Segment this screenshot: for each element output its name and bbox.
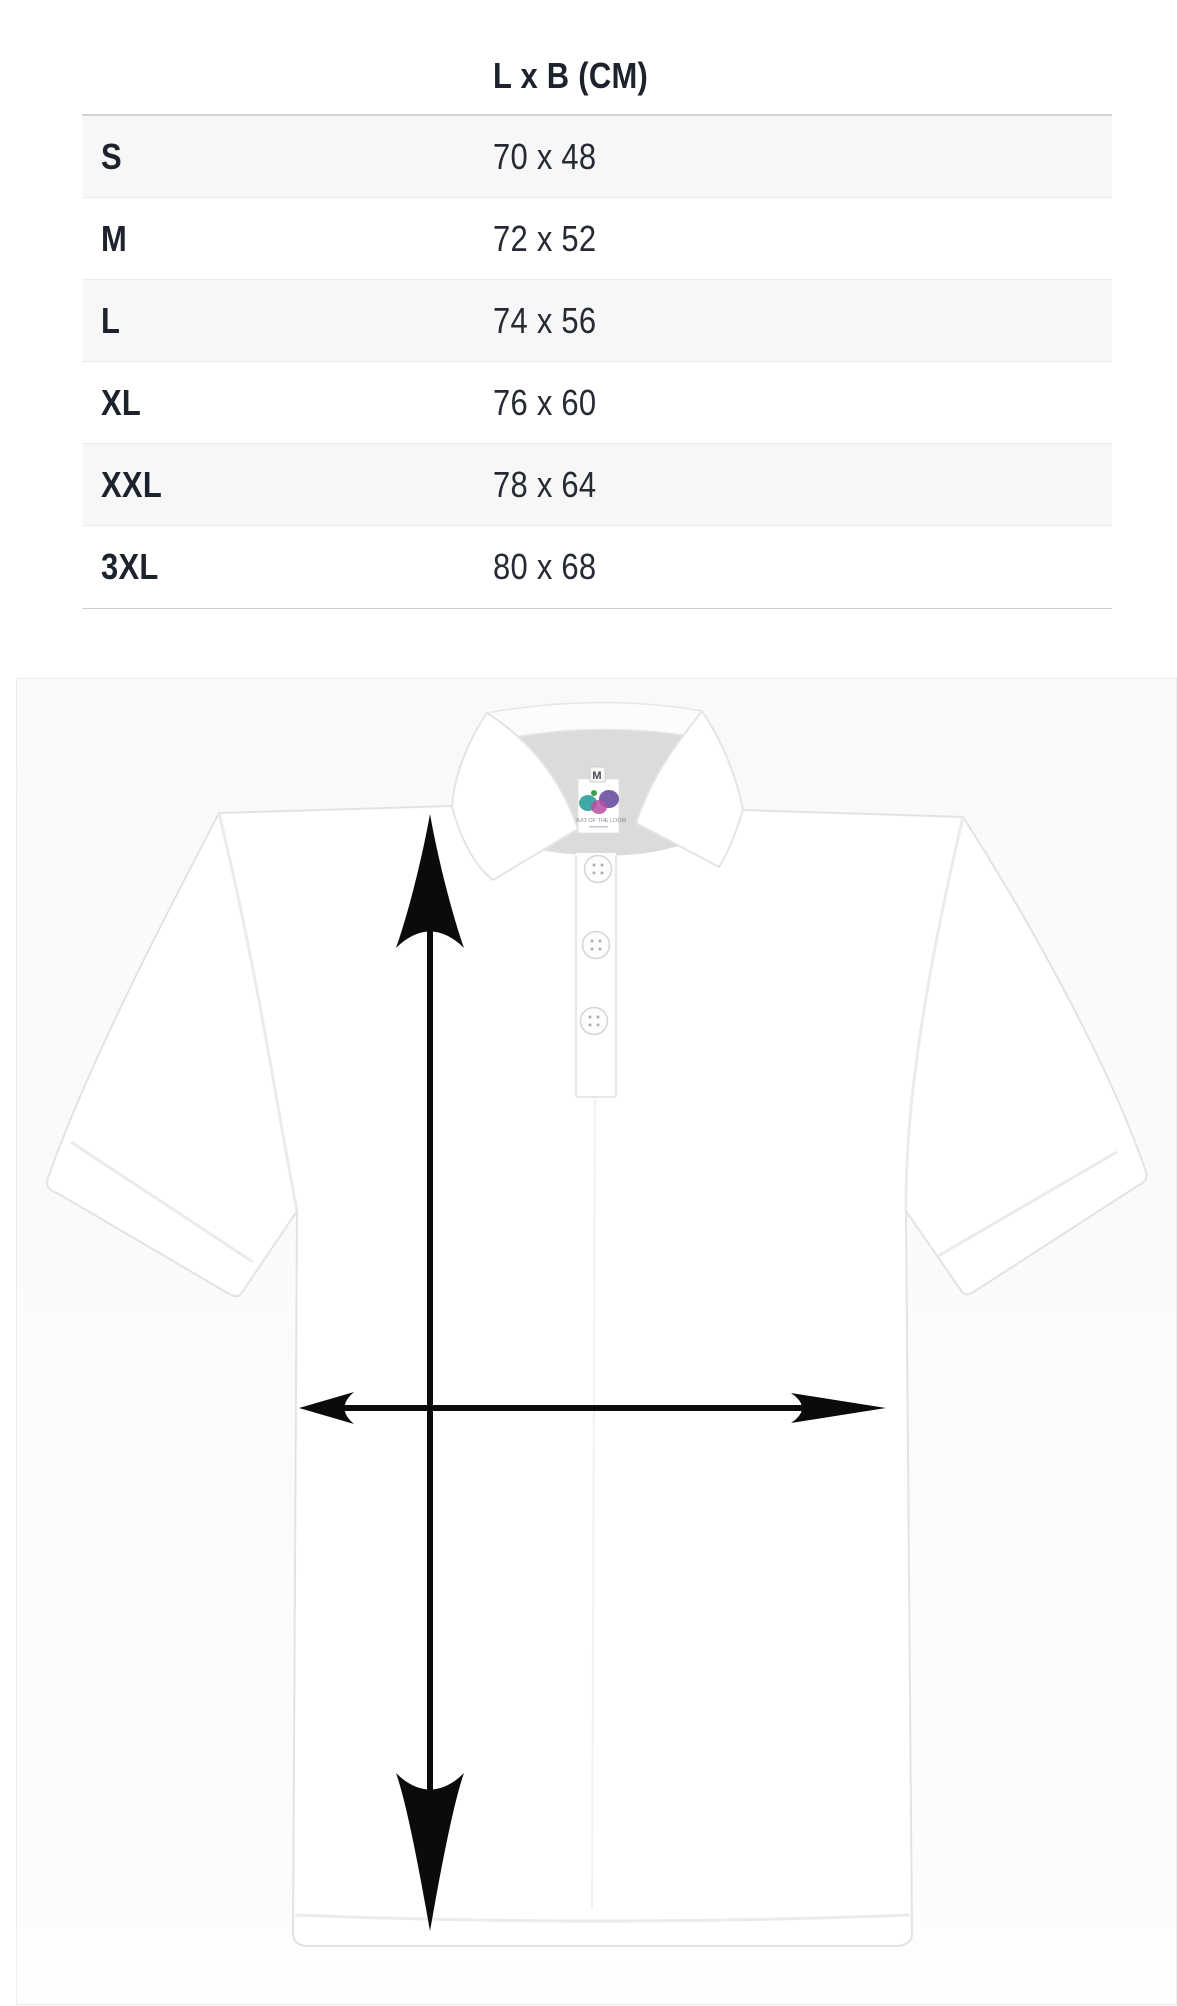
size-cell: S [101, 135, 122, 177]
table-row-l: L 74 x 56 [82, 280, 1112, 362]
table-row-3xl: 3XL 80 x 68 [82, 526, 1112, 608]
size-tag-box [589, 766, 606, 783]
product-photo: M FRUIT OF THE LOOM [16, 678, 1177, 2005]
label-sub-line [589, 826, 608, 828]
brand-label: M FRUIT OF THE LOOM [571, 766, 627, 834]
button [583, 854, 613, 884]
button [581, 930, 611, 960]
size-cell: XXL [101, 463, 162, 505]
collar [451, 701, 744, 881]
table-row-xl: XL 76 x 60 [82, 362, 1112, 444]
arrowhead-left [299, 1392, 354, 1424]
size-cell: L [101, 299, 121, 341]
table-row-s: S 70 x 48 [82, 116, 1112, 198]
dimensions-cell: 74 x 56 [493, 299, 597, 341]
size-cell: XL [101, 381, 142, 423]
shirt-seams [70, 812, 1118, 1923]
dimensions-cell: 78 x 64 [493, 463, 597, 505]
dimension-header-label: L x B (CM) [493, 55, 649, 96]
shirt-silhouette [46, 792, 1148, 1947]
size-table-header-row: L x B (CM) [82, 0, 1112, 114]
button [579, 1006, 609, 1036]
dimensions-cell: 76 x 60 [493, 381, 597, 423]
polo-shirt: M FRUIT OF THE LOOM [46, 701, 1148, 1947]
size-cell: M [101, 217, 128, 259]
size-tag-letter: M [592, 770, 601, 782]
brand-label-text: FRUIT OF THE LOOM [571, 818, 627, 824]
dimensions-cell: 72 x 52 [493, 217, 597, 259]
polo-shirt-measurement-illustration: M FRUIT OF THE LOOM [46, 701, 1148, 1947]
length-arrow-vertical [396, 814, 464, 1931]
size-cell: 3XL [101, 546, 159, 587]
table-row-xxl: XXL 78 x 64 [82, 444, 1112, 526]
size-table-body: S 70 x 48 M 72 x 52 L 74 x 56 XL 76 x 60… [82, 114, 1112, 609]
arrowhead-up [396, 814, 464, 948]
arrowhead-right [791, 1393, 886, 1423]
table-row-m: M 72 x 52 [82, 198, 1112, 280]
fruit-of-the-loom-logo-icon [579, 790, 619, 814]
arrowhead-down [396, 1773, 464, 1931]
buttons [579, 854, 613, 1036]
width-arrow-horizontal [299, 1392, 886, 1424]
measurement-arrows [299, 814, 886, 1931]
dimensions-cell: 70 x 48 [493, 135, 597, 177]
button-placket [575, 853, 617, 1098]
size-table: L x B (CM) S 70 x 48 M 72 x 52 L 74 x 56… [82, 0, 1112, 609]
dimensions-cell: 80 x 68 [493, 546, 597, 587]
center-crease [591, 1098, 596, 1910]
